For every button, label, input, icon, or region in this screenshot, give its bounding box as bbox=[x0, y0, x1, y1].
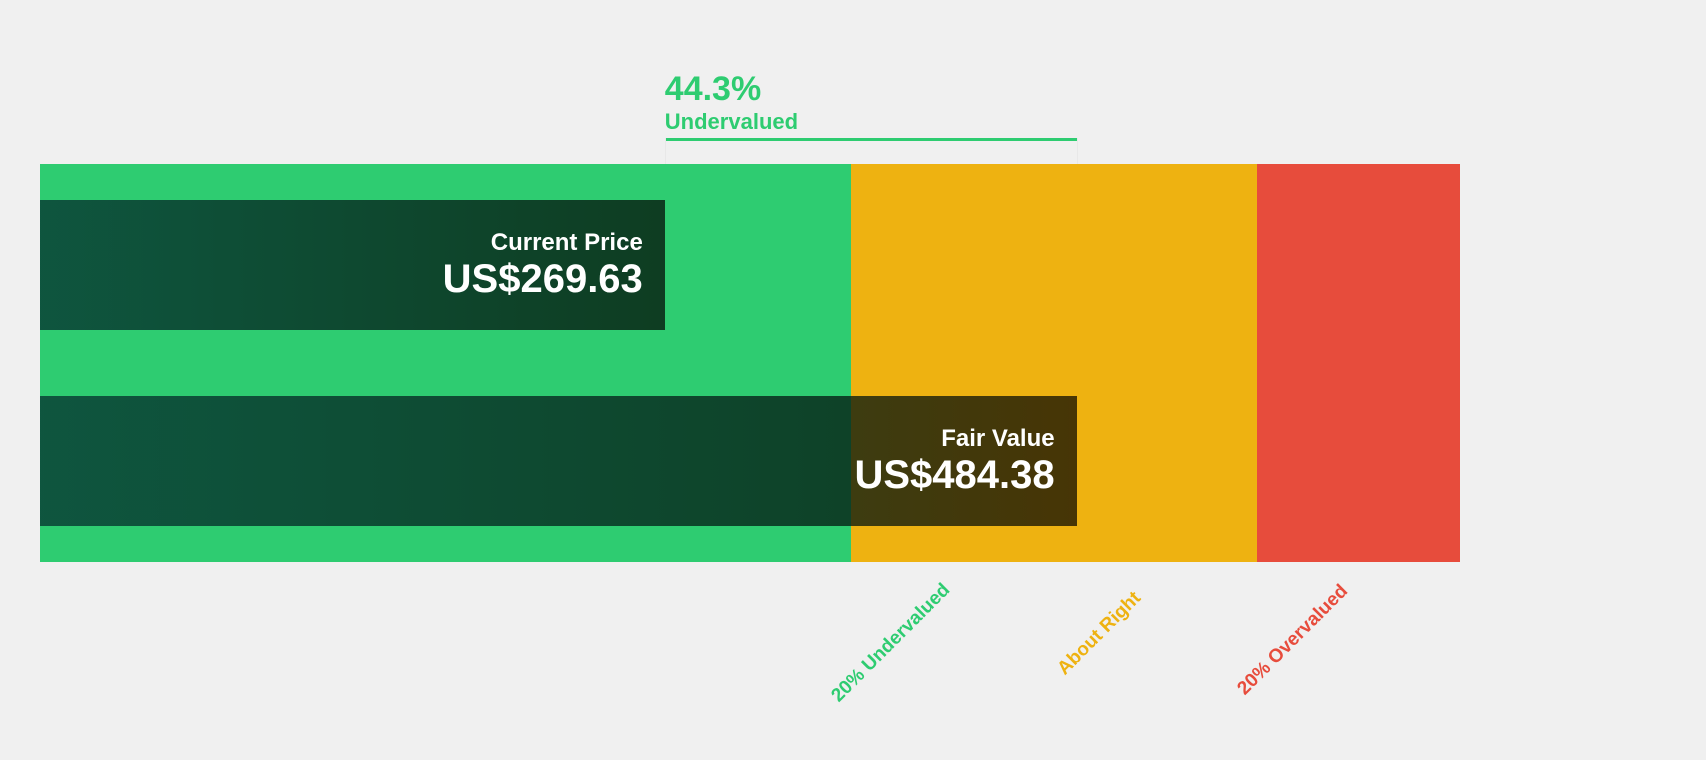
callout-horizontal-line bbox=[665, 138, 1077, 141]
fair-value-label: Fair Value bbox=[941, 425, 1054, 453]
axis-label: About Right bbox=[1053, 587, 1145, 679]
valuation-delta-pct: 44.3% bbox=[665, 70, 798, 109]
callout-vline-fair bbox=[1077, 138, 1078, 164]
chart-area: Current Price US$269.63 Fair Value US$48… bbox=[40, 164, 1460, 562]
current-price-bar: Current Price US$269.63 bbox=[40, 200, 665, 330]
valuation-callout: 44.3% Undervalued bbox=[665, 70, 798, 135]
axis-label: 20% Overvalued bbox=[1233, 581, 1352, 700]
valuation-chart: 44.3% Undervalued Current Price US$269.6… bbox=[0, 0, 1706, 760]
valuation-delta-label: Undervalued bbox=[665, 109, 798, 135]
callout-vline-current bbox=[665, 138, 666, 164]
current-price-value: US$269.63 bbox=[443, 257, 643, 302]
current-price-label: Current Price bbox=[491, 229, 643, 257]
fair-value-bar: Fair Value US$484.38 bbox=[40, 396, 1077, 526]
overvalued-zone bbox=[1257, 164, 1460, 562]
axis-label: 20% Undervalued bbox=[827, 579, 955, 707]
fair-value-value: US$484.38 bbox=[854, 453, 1054, 498]
